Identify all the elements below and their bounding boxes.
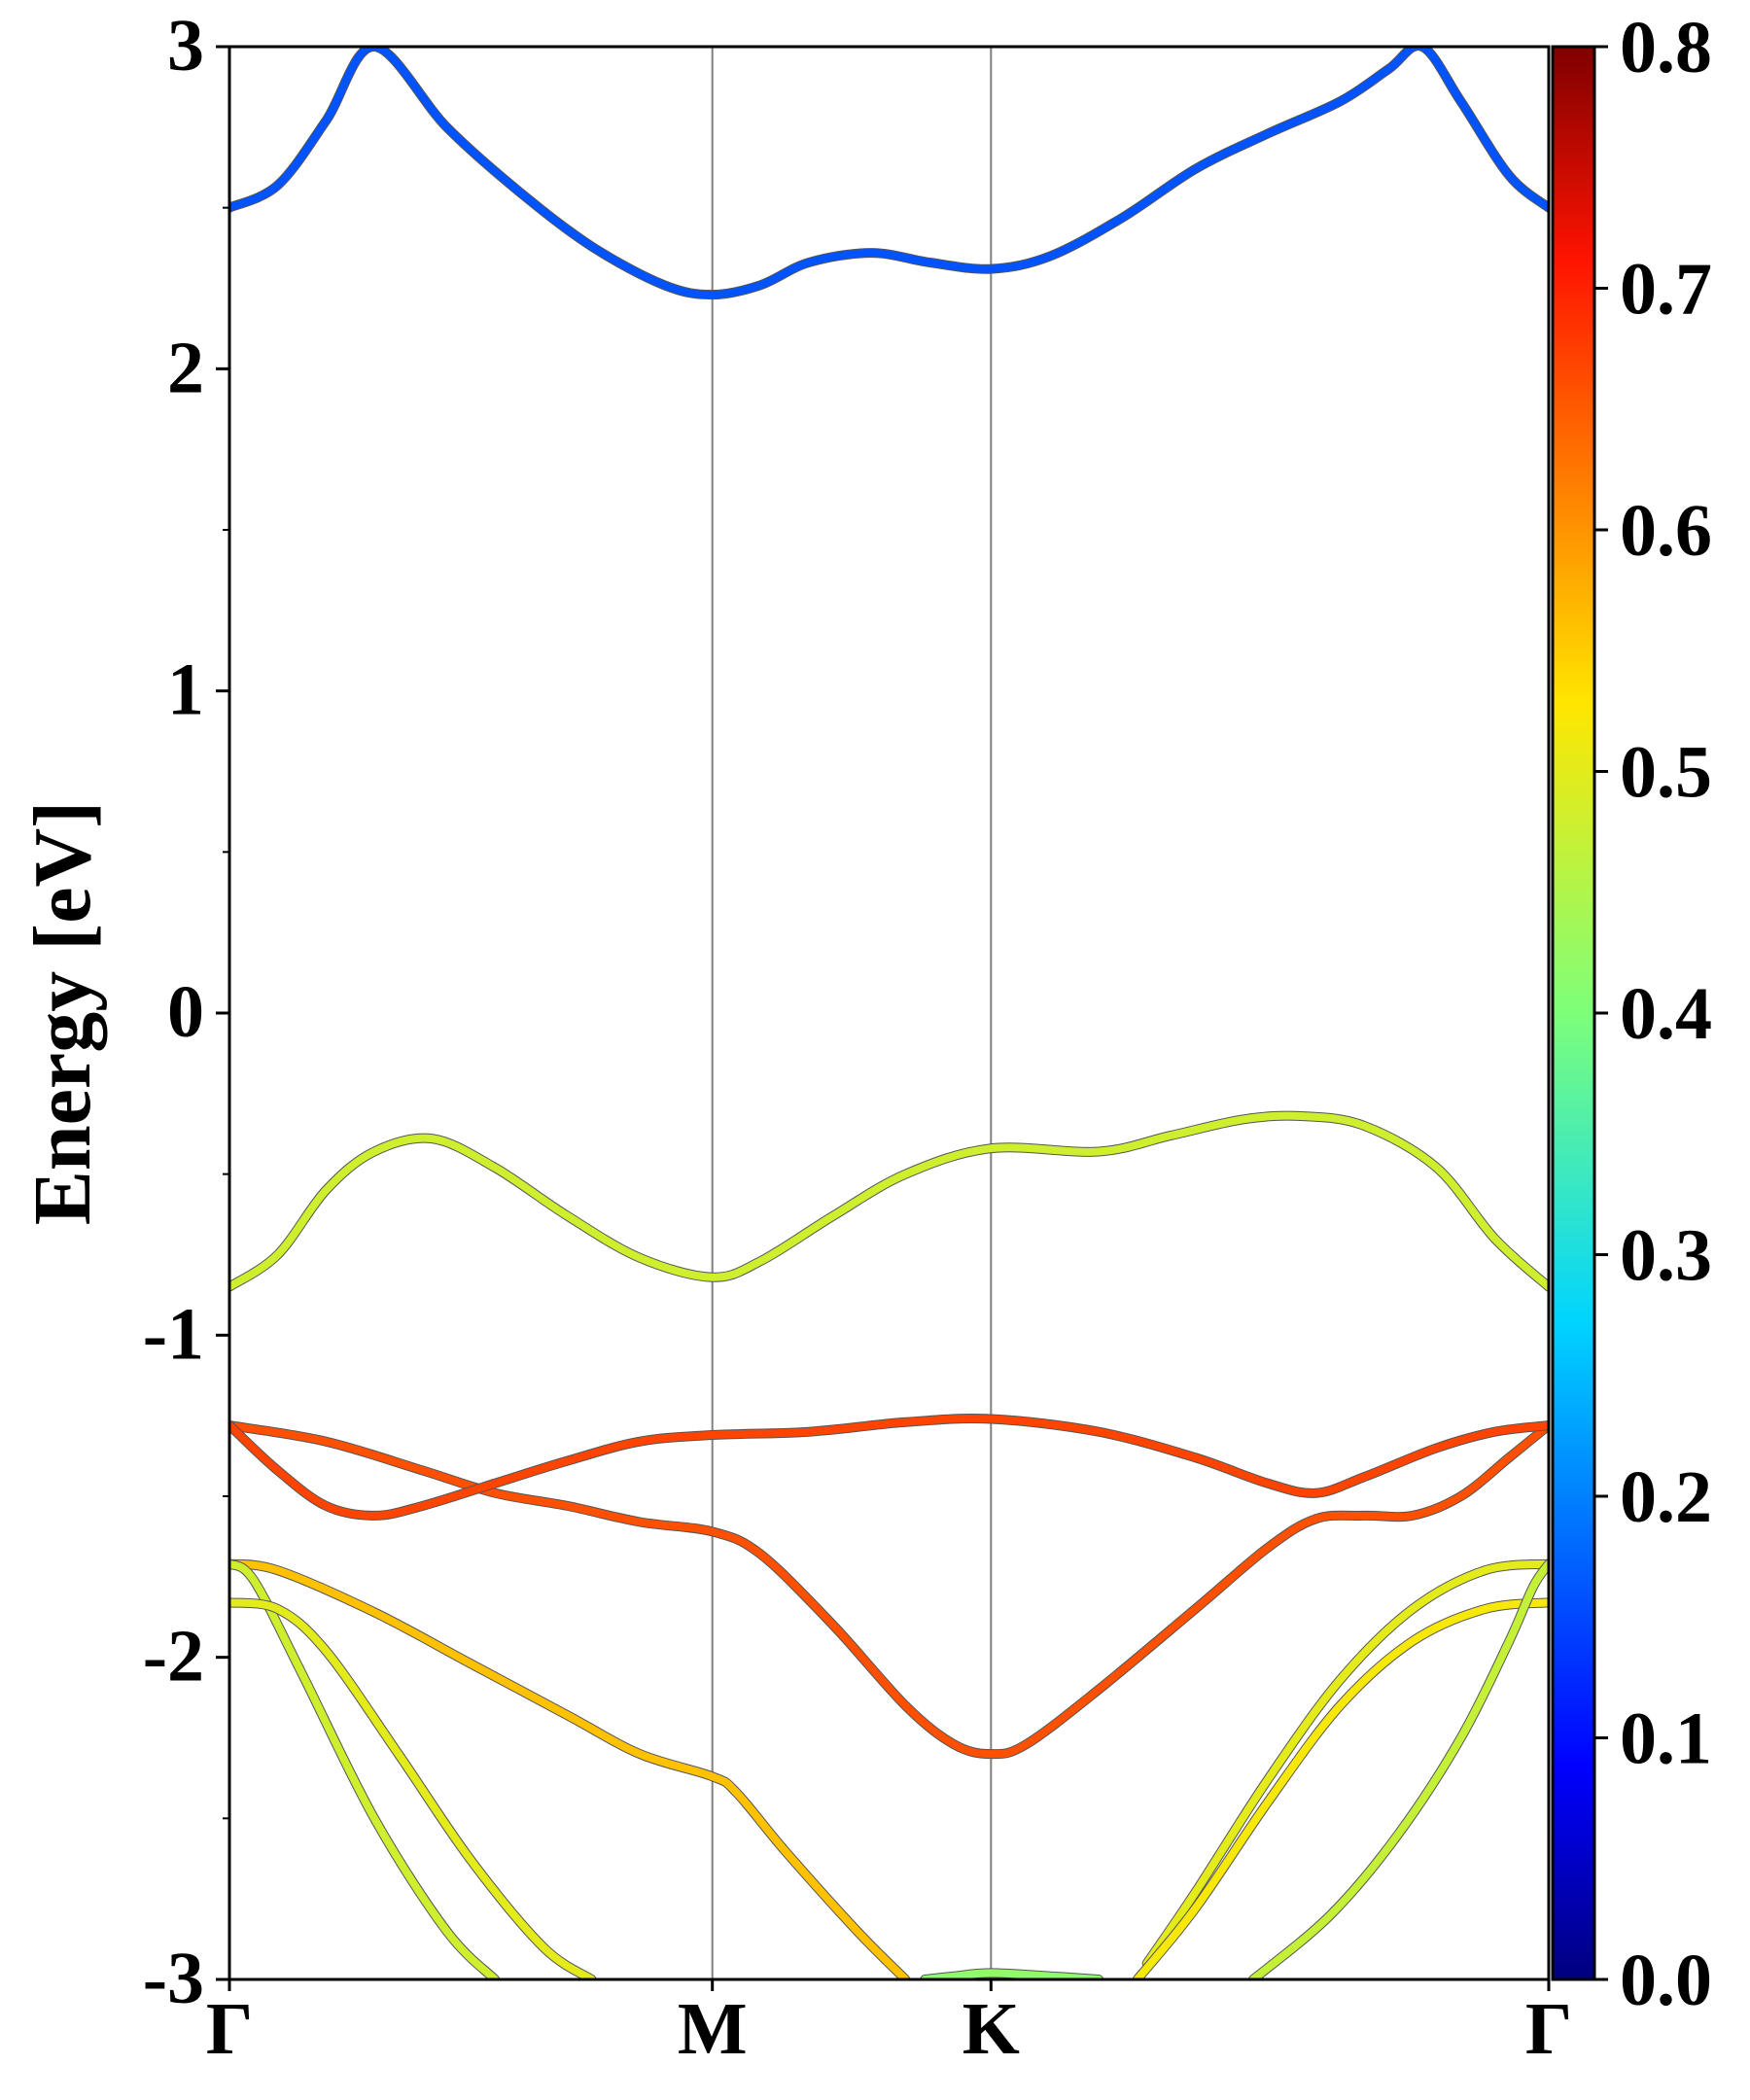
colorbar-tick-label: 0.5: [1620, 732, 1712, 814]
x-tick-label: K: [962, 1988, 1020, 2070]
y-tick-label: 2: [167, 327, 204, 408]
band-outline-6: [229, 1597, 597, 1979]
y-tick-label: 0: [167, 971, 204, 1053]
y-tick-label: -3: [143, 1938, 204, 2019]
colorbar-tick-label: 0.1: [1620, 1698, 1712, 1780]
y-tick-label: 1: [167, 649, 204, 731]
colorbar-tick-label: 0.4: [1620, 973, 1712, 1055]
colorbar-tick-label: 0.7: [1620, 249, 1712, 331]
band-outline-5: [229, 1558, 501, 1979]
band-line-1: [229, 1111, 1549, 1291]
x-tick-label: M: [678, 1988, 748, 2070]
band-outline-4: [229, 1558, 911, 1979]
colorbar: 0.8 0.7 0.6 0.5 0.4 0.3 0.2 0.1 0.0: [1551, 7, 1712, 2021]
band-line-2: [229, 1421, 1549, 1759]
y-tick-label: -1: [143, 1293, 204, 1375]
band-line-4: [229, 1559, 910, 1979]
plot-area: [711, 47, 993, 1979]
colorbar-tick-label: 0.6: [1620, 490, 1712, 572]
y-axis-title: Energy [eV]: [18, 801, 108, 1225]
y-tick-label: -2: [143, 1616, 204, 1698]
band-line-0: [229, 47, 1549, 299]
band-line-3: [229, 1414, 1549, 1520]
x-tick-label: Γ: [206, 1988, 253, 2070]
band-line-6: [229, 1598, 596, 1979]
band-line-10: [1249, 1559, 1549, 1979]
band-outline-10: [1248, 1558, 1549, 1979]
band-line-5: [229, 1559, 500, 1979]
band-outline-9: [1132, 1597, 1549, 1979]
y-tick-label: 3: [167, 5, 204, 87]
band-line-9: [1133, 1598, 1549, 1979]
colorbar-gradient: [1551, 45, 1596, 1981]
band-line-8: [1142, 1559, 1549, 1968]
colorbar-tick-label: 0.3: [1620, 1215, 1712, 1297]
colorbar-tick-label: 0.2: [1620, 1456, 1712, 1538]
band-lines: [229, 47, 1549, 1979]
colorbar-tick-label: 0.8: [1620, 7, 1712, 88]
band-line-7: [921, 1969, 1103, 1979]
x-tick-label: Γ: [1525, 1988, 1572, 2070]
colorbar-tick-label: 0.0: [1620, 1940, 1712, 2021]
